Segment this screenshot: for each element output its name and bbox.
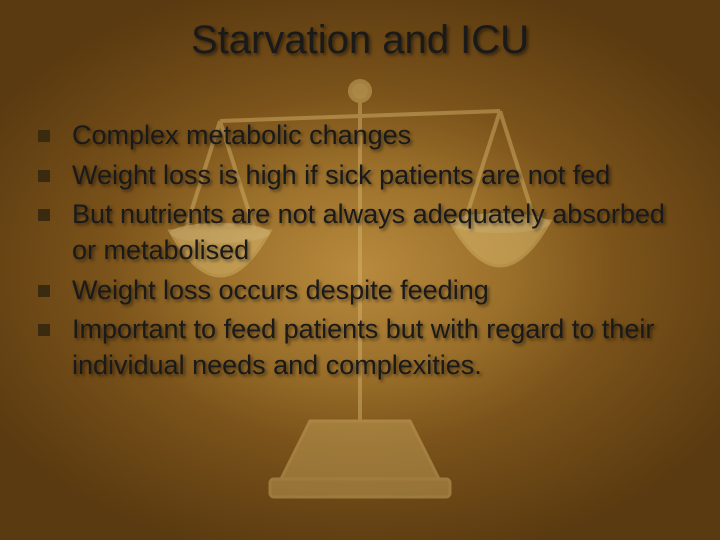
bullet-text: Complex metabolic changes: [72, 118, 411, 154]
slide-title: Starvation and ICU: [0, 18, 720, 63]
bullet-square-icon: [38, 324, 50, 336]
bullet-text: Weight loss occurs despite feeding: [72, 273, 489, 309]
bullet-text: Weight loss is high if sick patients are…: [72, 158, 610, 194]
list-item: Weight loss occurs despite feeding: [38, 273, 690, 309]
bullet-square-icon: [38, 170, 50, 182]
list-item: Important to feed patients but with rega…: [38, 312, 690, 383]
list-item: Weight loss is high if sick patients are…: [38, 158, 690, 194]
list-item: But nutrients are not always adequately …: [38, 197, 690, 268]
bullet-square-icon: [38, 130, 50, 142]
bullet-square-icon: [38, 209, 50, 221]
list-item: Complex metabolic changes: [38, 118, 690, 154]
slide: Starvation and ICU Complex metabolic cha…: [0, 0, 720, 540]
bullet-text: Important to feed patients but with rega…: [72, 312, 690, 383]
bullet-list: Complex metabolic changes Weight loss is…: [38, 118, 690, 387]
bullet-text: But nutrients are not always adequately …: [72, 197, 690, 268]
bullet-square-icon: [38, 285, 50, 297]
